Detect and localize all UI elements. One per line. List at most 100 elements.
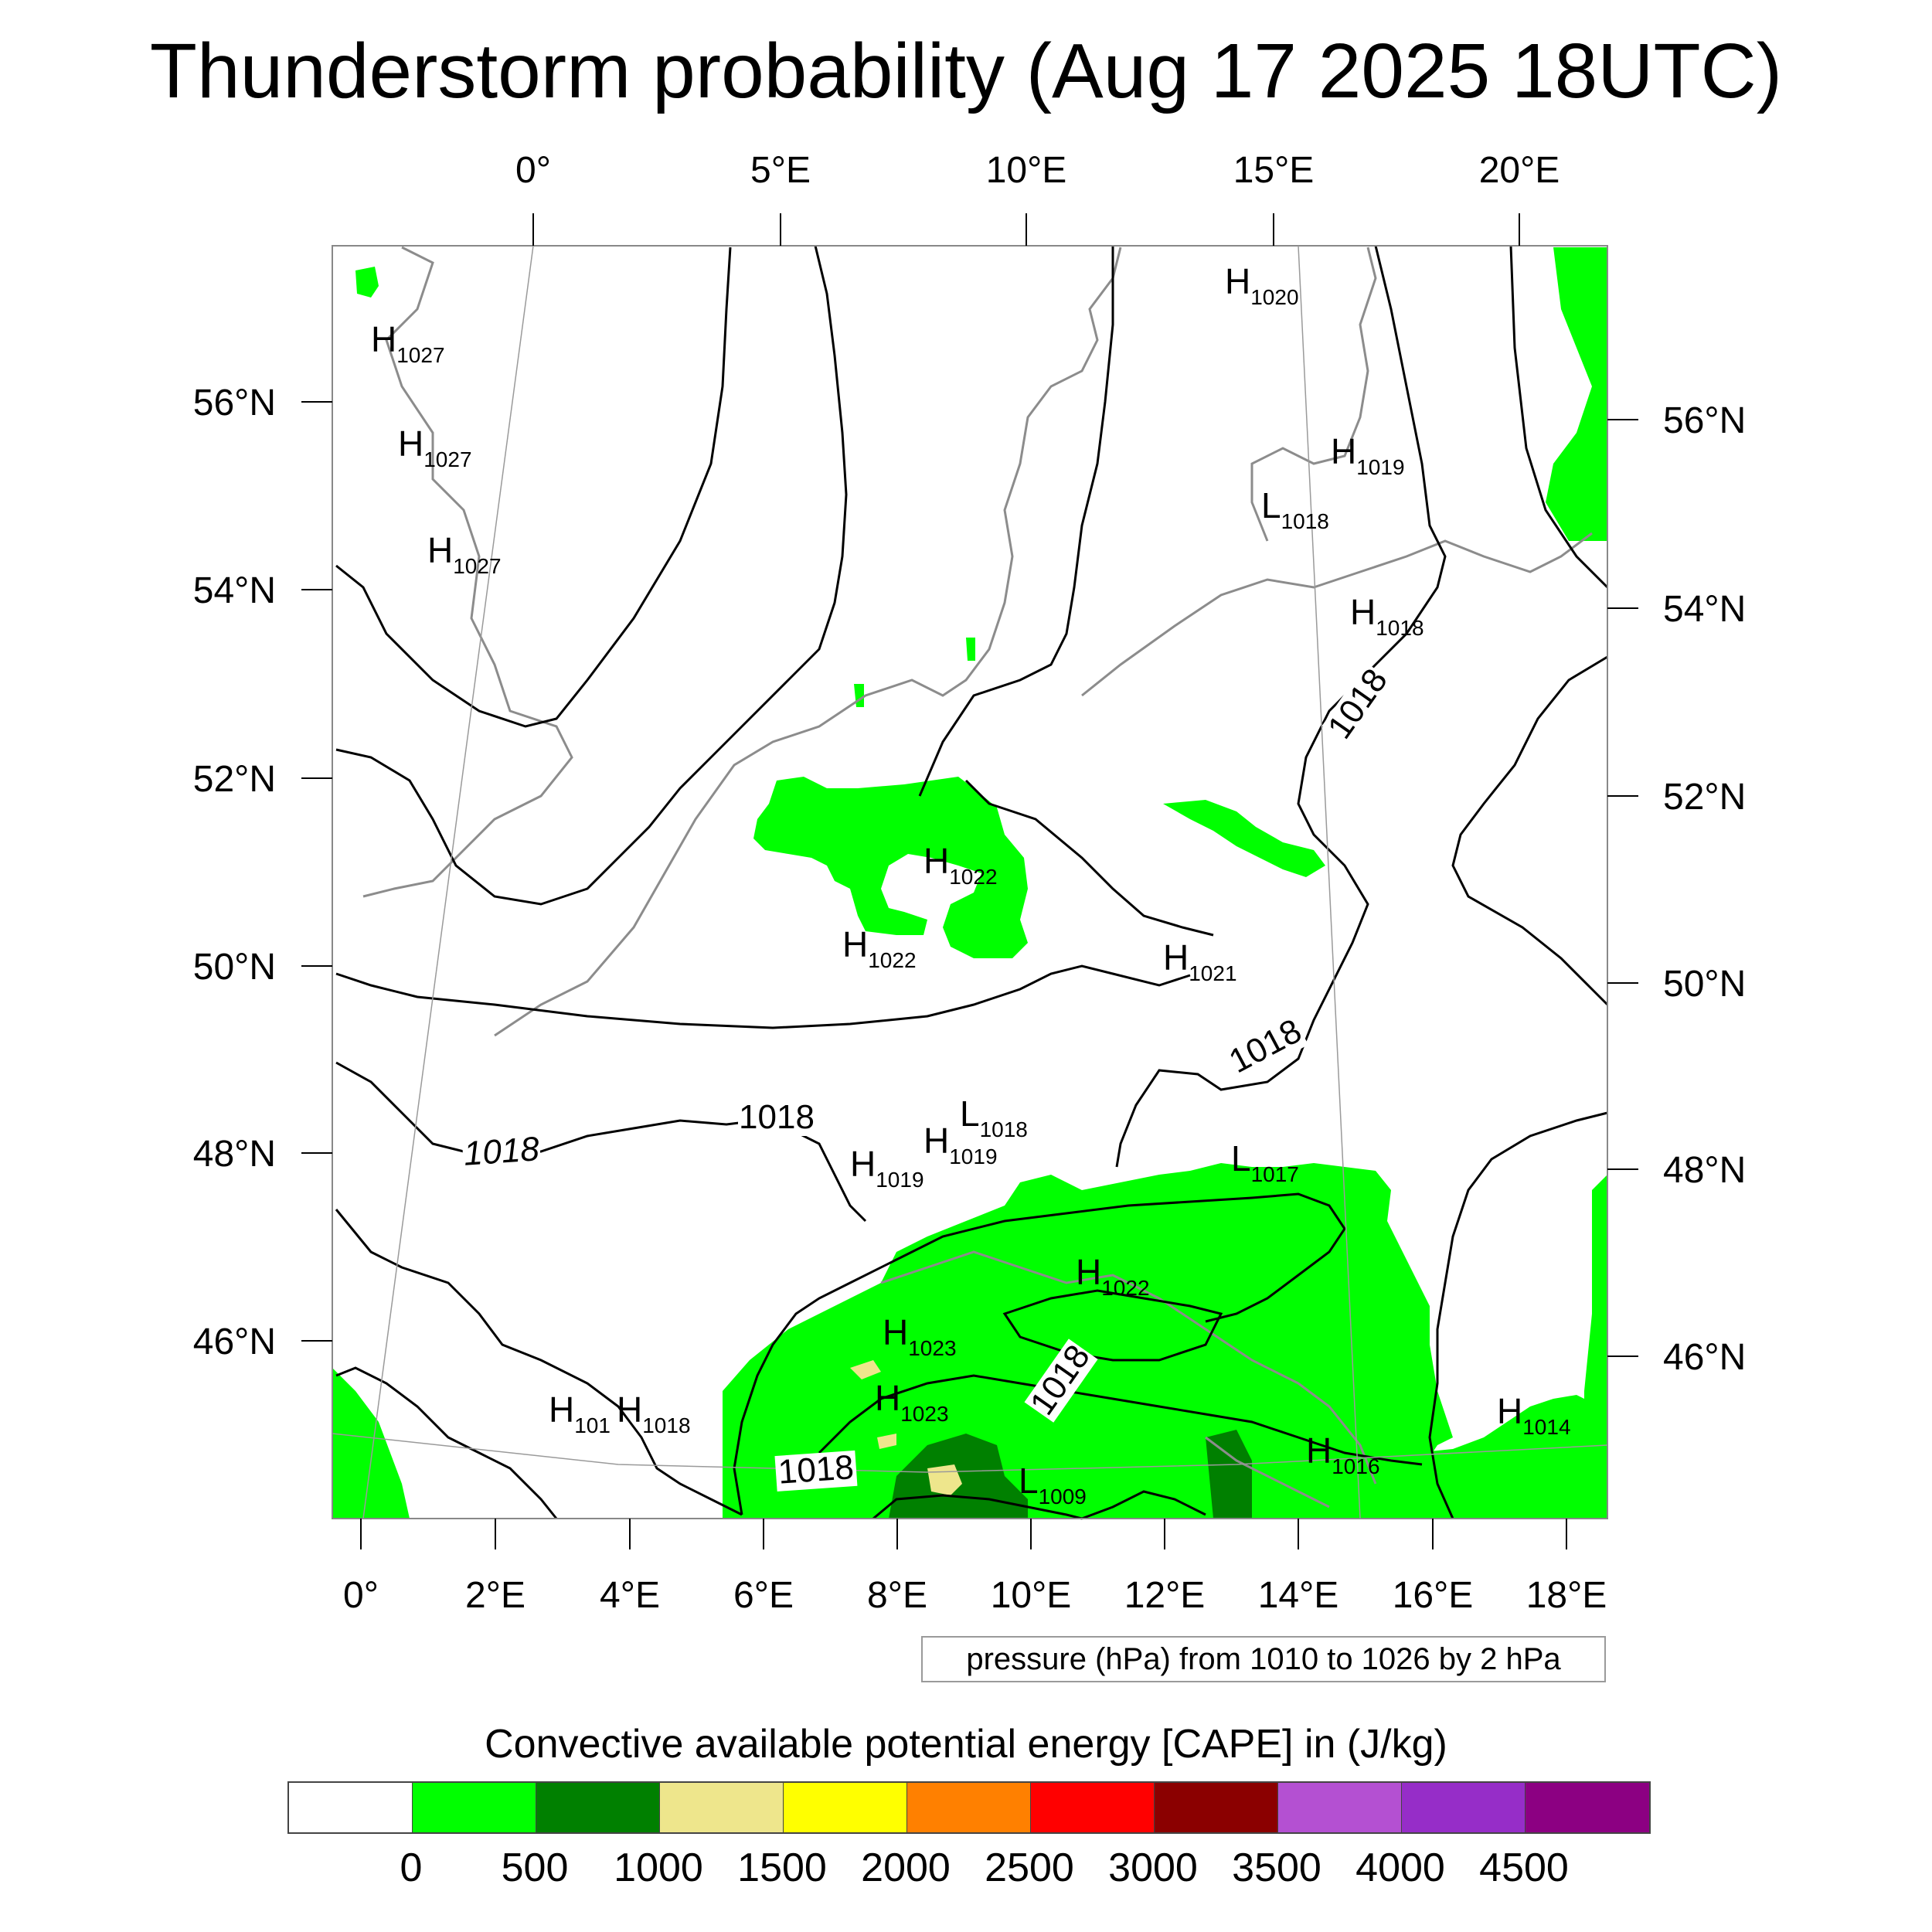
isobar-layer (335, 245, 1609, 1520)
isobar-line-15 (1428, 1111, 1608, 1519)
isobar-label-bg (774, 1450, 858, 1492)
right-latitude-labels: 56°N 54°N 52°N 50°N 48°N 46°N (1663, 400, 1746, 1378)
colorbar-swatch (1278, 1783, 1402, 1832)
pressure-center: H1027 (398, 423, 472, 471)
coastline-sweden (1250, 247, 1377, 542)
colorbar-label: 1000 (614, 1845, 703, 1890)
bottom-lon-label: 6°E (733, 1575, 794, 1616)
pressure-center: L1009 (1019, 1461, 1087, 1509)
right-lat-label: 50°N (1663, 964, 1746, 1005)
bottom-lon-label: 16°E (1393, 1575, 1474, 1616)
colorbar-swatch (1155, 1783, 1278, 1832)
top-lon-label: 0° (515, 150, 551, 191)
map-frame (332, 245, 1608, 1519)
graticule-45-north (332, 1433, 1608, 1473)
colorbar-label: 3500 (1232, 1845, 1321, 1890)
cape-area-orange (850, 1360, 962, 1495)
bottom-lon-label: 8°E (867, 1575, 927, 1616)
bottom-lon-label: 18°E (1526, 1575, 1607, 1616)
pressure-note: pressure (hPa) from 1010 to 1026 by 2 hP… (921, 1636, 1606, 1682)
isobar-line-7 (1509, 245, 1609, 589)
colorbar-swatch (1031, 1783, 1155, 1832)
colorbar-label: 3000 (1108, 1845, 1198, 1890)
isobar-label-bg (461, 1132, 542, 1173)
colorbar (287, 1781, 1651, 1834)
pressure-center: L1018 (1261, 485, 1329, 533)
top-lon-label: 10°E (986, 150, 1067, 191)
isobar-line-10 (335, 1209, 743, 1516)
colorbar-swatch (289, 1783, 413, 1832)
left-lat-label: 54°N (193, 570, 276, 611)
cape-area-east (1414, 1395, 1607, 1519)
isobar-label-box: 1018 (1321, 662, 1396, 747)
left-lat-label: 52°N (193, 759, 276, 800)
pressure-center: H1019 (923, 1121, 998, 1168)
top-lon-label: 5°E (750, 150, 811, 191)
border-alps (880, 1250, 1377, 1485)
isobar-label-box: 1018 (1223, 1012, 1308, 1081)
pressure-center: H1019 (850, 1144, 924, 1192)
colorbar-label: 4500 (1479, 1845, 1569, 1890)
top-lon-label: 20°E (1479, 150, 1560, 191)
isobar-line-13 (818, 1374, 1423, 1466)
colorbar-label: 2000 (861, 1845, 951, 1890)
pressure-center: H1027 (371, 319, 445, 367)
isobar-label-bg (1024, 1338, 1098, 1423)
isobar-label-box: 1018 (738, 1098, 815, 1136)
pressure-center: H1023 (883, 1312, 957, 1360)
cape-area-west (332, 1368, 410, 1519)
colorbar-swatch (660, 1783, 784, 1832)
left-ticks (301, 401, 332, 1342)
pressure-centers: H1027 H1027 H1027 H1020 H1019 L1018 H101… (371, 261, 1571, 1509)
colorbar-swatch (907, 1783, 1031, 1832)
right-lat-label: 52°N (1663, 777, 1746, 818)
isobar-label: 1018 (739, 1098, 815, 1136)
pressure-center: H1027 (427, 530, 502, 578)
isobar-line-11 (335, 1366, 558, 1519)
right-lat-label: 54°N (1663, 589, 1746, 630)
pressure-center: H1022 (842, 924, 917, 972)
chart-title: Thunderstorm probability (Aug 17 2025 18… (149, 28, 1783, 114)
isobar-line-12 (733, 1192, 1346, 1515)
colorbar-title: Convective available potential energy [C… (485, 1722, 1447, 1767)
cape-area-alps (723, 1163, 1453, 1519)
isobar-label: 1018 (777, 1448, 855, 1492)
isobar-line-16 (872, 1494, 1083, 1520)
bottom-lon-label: 10°E (991, 1575, 1072, 1616)
isobar-line-2 (335, 245, 848, 906)
coastline-layer (362, 246, 1593, 1509)
right-lat-label: 56°N (1663, 400, 1746, 441)
coastline-continent (494, 247, 1122, 1037)
isobar-line-9 (335, 1061, 867, 1223)
bottom-lon-label: 2°E (465, 1575, 526, 1616)
border-adriatic (1205, 1436, 1330, 1509)
cape-area-poland (1163, 800, 1325, 877)
left-lat-label: 56°N (193, 383, 276, 423)
pressure-center: H1016 (1306, 1430, 1380, 1478)
colorbar-label: 2500 (985, 1845, 1074, 1890)
isobar-line-17 (1081, 1490, 1206, 1520)
isobar-line-1 (335, 247, 732, 728)
right-ticks (1607, 419, 1638, 1357)
colorbar-label: 500 (501, 1845, 569, 1890)
isobar-line-8 (1451, 655, 1609, 1006)
bottom-lon-label: 4°E (600, 1575, 660, 1616)
cape-area-mid-north (854, 638, 975, 707)
isobar-label: 1018 (462, 1130, 541, 1173)
left-lat-label: 50°N (193, 947, 276, 988)
cape-area-germany (753, 777, 1028, 958)
isobar-label: 1018 (1321, 662, 1395, 746)
bottom-longitude-labels: 0° 2°E 4°E 6°E 8°E 10°E 12°E 14°E 16°E 1… (343, 1575, 1607, 1616)
cape-area-east-edge (1584, 1175, 1607, 1519)
colorbar-label: 1500 (737, 1845, 827, 1890)
colorbar-swatch (1526, 1783, 1649, 1832)
left-lat-label: 46°N (193, 1321, 276, 1362)
pressure-center: L1017 (1231, 1138, 1299, 1186)
pressure-center: H1020 (1225, 261, 1299, 309)
cape-area-mid (889, 1430, 1252, 1519)
pressure-center: H1018 (617, 1389, 691, 1437)
isobar-line-4 (964, 779, 1214, 937)
coastline-britain (362, 246, 573, 898)
pressure-center: H1021 (1163, 937, 1237, 985)
right-lat-label: 46°N (1663, 1337, 1746, 1378)
